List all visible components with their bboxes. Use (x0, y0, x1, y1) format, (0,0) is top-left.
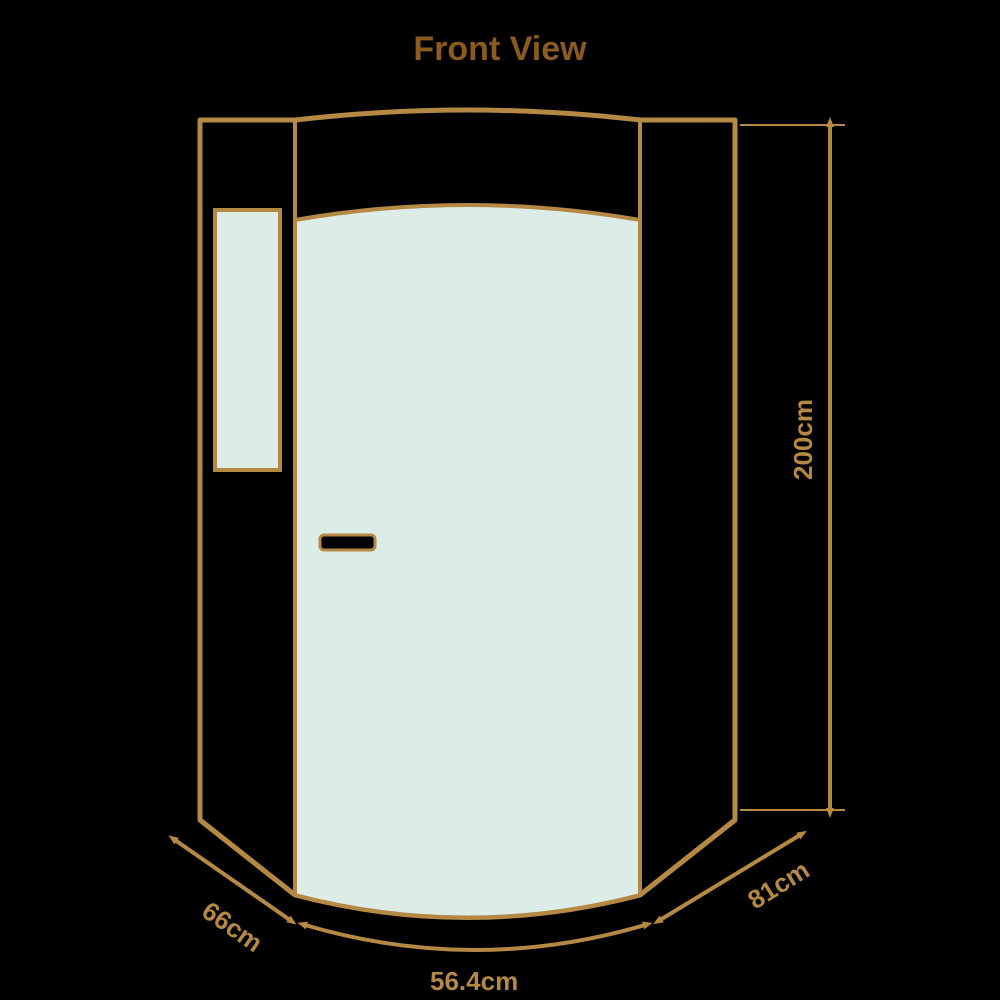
diagram-svg: 200cm81cm66cm56.4cm (0, 0, 1000, 1000)
side-mirror-panel (215, 210, 280, 470)
dim-front-width-line (305, 925, 645, 950)
door-handle (320, 535, 375, 550)
dim-left-depth-label: 66cm (197, 895, 269, 958)
dim-front-width-label: 56.4cm (430, 966, 518, 996)
dim-height-label: 200cm (788, 399, 818, 480)
glass-door (295, 205, 640, 918)
